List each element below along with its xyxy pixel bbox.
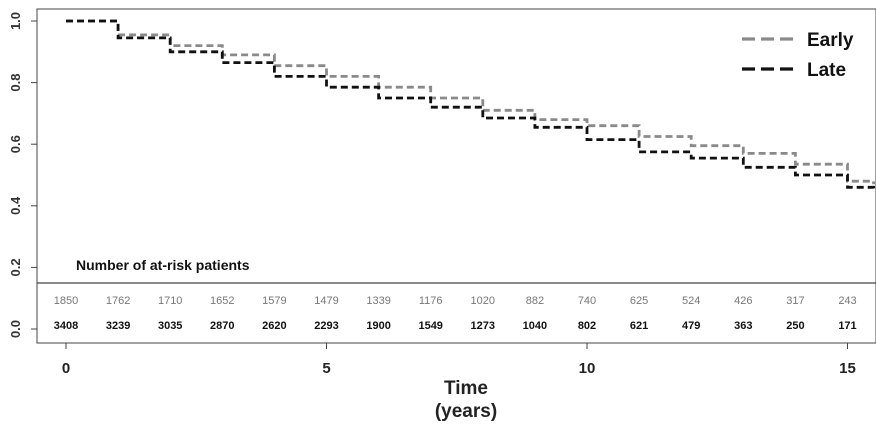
at-risk-late-count: 1900 xyxy=(366,320,390,332)
at-risk-early-count: 524 xyxy=(682,295,700,307)
y-tick-label: 0.4 xyxy=(8,196,23,215)
at-risk-late-count: 621 xyxy=(630,320,648,332)
at-risk-late-count: 479 xyxy=(682,320,700,332)
legend-label-late: Late xyxy=(807,60,846,81)
at-risk-early-count: 625 xyxy=(630,295,648,307)
at-risk-title: Number of at-risk patients xyxy=(76,257,250,273)
at-risk-table: Number of at-risk patients 1850 3408 1762 3… xyxy=(54,257,857,332)
x-axis: 0 5 10 15 xyxy=(62,343,856,377)
at-risk-early-count: 1176 xyxy=(419,295,443,307)
at-risk-early-count: 1579 xyxy=(262,295,286,307)
at-risk-early-count: 1339 xyxy=(366,295,390,307)
at-risk-late-count: 1549 xyxy=(418,320,442,332)
x-tick-label: 0 xyxy=(62,360,70,377)
y-tick-label: 0.6 xyxy=(8,135,23,153)
at-risk-late-count: 250 xyxy=(786,320,804,332)
at-risk-late-count: 2620 xyxy=(262,320,286,332)
at-risk-late-count: 363 xyxy=(734,320,752,332)
at-risk-early-count: 426 xyxy=(734,295,752,307)
series-layer xyxy=(66,19,875,191)
at-risk-late-count: 2870 xyxy=(210,320,234,332)
y-axis: 0.0 0.2 0.4 0.6 0.8 1.0 xyxy=(8,12,37,338)
at-risk-early-count: 1020 xyxy=(471,295,495,307)
at-risk-late-count: 1273 xyxy=(471,320,495,332)
at-risk-late-count: 3035 xyxy=(158,320,182,332)
at-risk-late-count: 3408 xyxy=(54,320,78,332)
at-risk-early-count: 882 xyxy=(526,295,544,307)
at-risk-late-count: 802 xyxy=(578,320,596,332)
plot-frame xyxy=(36,8,876,344)
at-risk-late-count: 3239 xyxy=(106,320,130,332)
x-axis-label-line1: Time xyxy=(444,378,488,399)
at-risk-early-count: 1762 xyxy=(106,295,130,307)
at-risk-early-count: 740 xyxy=(578,295,596,307)
legend: Early Late xyxy=(742,30,854,81)
at-risk-early-count: 1652 xyxy=(210,295,234,307)
y-tick-label: 0.2 xyxy=(8,258,23,276)
y-tick-label: 1.0 xyxy=(8,12,23,30)
at-risk-late-count: 171 xyxy=(838,320,856,332)
x-tick-label: 10 xyxy=(579,360,596,377)
at-risk-early-count: 1850 xyxy=(54,295,78,307)
at-risk-late-count: 2293 xyxy=(314,320,338,332)
x-tick-label: 15 xyxy=(839,360,856,377)
legend-label-early: Early xyxy=(807,30,854,51)
x-axis-label-line2: (years) xyxy=(435,401,497,422)
series-line-late xyxy=(66,19,875,191)
at-risk-early-count: 317 xyxy=(786,295,804,307)
x-tick-label: 5 xyxy=(322,360,330,377)
at-risk-early-count: 243 xyxy=(838,295,856,307)
at-risk-early-count: 1479 xyxy=(314,295,338,307)
at-risk-late-count: 1040 xyxy=(523,320,547,332)
at-risk-early-count: 1710 xyxy=(158,295,182,307)
y-tick-label: 0.0 xyxy=(8,320,23,338)
y-tick-label: 0.8 xyxy=(8,74,23,92)
